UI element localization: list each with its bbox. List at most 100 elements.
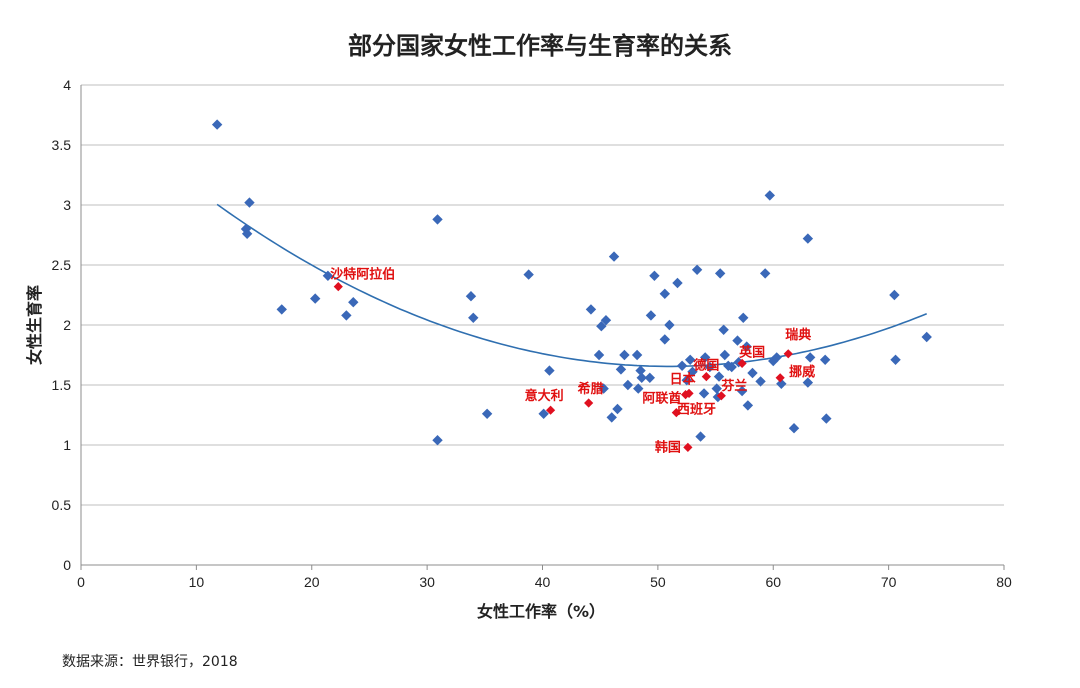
data-point — [776, 378, 787, 389]
highlight-point — [684, 388, 694, 398]
data-point — [921, 331, 932, 343]
axes: 00.511.522.533.540 10 20 30 40 50 60 70 80 — [52, 77, 1012, 590]
y-tick-label: 2 — [63, 317, 71, 333]
data-point — [432, 435, 443, 446]
y-tick-label: 2.5 — [52, 257, 72, 273]
data-point — [432, 214, 443, 225]
country-label: 阿联酋 — [642, 391, 681, 407]
data-point — [681, 375, 692, 386]
x-axis-label: 女性工作率（%） — [477, 602, 605, 621]
y-tick-label: 3 — [63, 197, 71, 213]
data-point — [644, 372, 655, 383]
data-point — [819, 354, 831, 365]
data-point — [598, 383, 609, 394]
data-point — [802, 377, 814, 388]
data-point — [523, 269, 534, 280]
x-tick-label: 60 — [765, 574, 781, 590]
data-point — [890, 354, 901, 365]
x-tick-label: 30 — [419, 574, 435, 590]
data-point — [608, 251, 620, 262]
data-point — [649, 270, 660, 281]
country-label: 瑞典 — [785, 327, 811, 343]
data-point — [713, 371, 725, 382]
x-tick-label: 10 — [189, 574, 205, 590]
y-tick-label: 0.5 — [52, 497, 72, 513]
data-point — [631, 349, 643, 361]
y-tick-label: 1.5 — [52, 377, 72, 393]
highlight-point — [584, 398, 594, 408]
country-label: 挪威 — [789, 364, 815, 380]
data-point — [341, 310, 352, 321]
highlight-point — [701, 372, 711, 382]
data-point — [747, 367, 758, 379]
data-point — [684, 354, 696, 365]
source-note: 数据来源：世界银行，2018 — [62, 654, 238, 670]
data-point — [672, 277, 683, 289]
highlight-point — [671, 408, 681, 418]
y-axis-label: 女性生育率 — [25, 285, 44, 365]
data-point — [741, 341, 752, 352]
highlight-point — [737, 358, 747, 368]
data-point — [481, 408, 493, 419]
data-point — [659, 334, 670, 345]
data-point — [718, 324, 729, 335]
data-point — [606, 412, 617, 423]
data-point — [585, 304, 597, 315]
data-point — [633, 383, 644, 394]
country-label: 沙特阿拉伯 — [330, 267, 395, 283]
trendline — [216, 203, 928, 368]
data-point — [645, 310, 657, 321]
data-point — [889, 289, 900, 301]
chart-title: 部分国家女性工作率与生育率的关系 — [348, 32, 732, 60]
data-point — [659, 288, 670, 299]
data-point — [615, 364, 627, 375]
data-point — [695, 431, 706, 442]
country-label: 德国 — [693, 358, 719, 374]
x-tick-label: 70 — [881, 574, 897, 590]
data-point — [241, 228, 253, 239]
x-tick-label: 80 — [996, 574, 1012, 590]
y-tick-label: 3.5 — [52, 137, 72, 153]
data-point — [755, 376, 766, 387]
y-tick-label: 1 — [63, 437, 71, 453]
y-tick-label: 0 — [63, 557, 71, 573]
data-point — [804, 352, 816, 363]
data-point — [619, 349, 630, 361]
x-tick-label: 0 — [77, 574, 85, 590]
data-point — [636, 372, 647, 383]
highlight-point — [783, 349, 793, 359]
data-point — [711, 383, 722, 394]
data-point — [726, 361, 737, 373]
highlight-point — [680, 390, 691, 400]
data-point — [691, 264, 703, 275]
data-point — [738, 312, 749, 323]
data-point — [676, 360, 688, 371]
data-point — [687, 366, 698, 377]
data-point — [802, 233, 814, 244]
data-point — [788, 423, 800, 434]
highlight-point — [716, 391, 726, 401]
x-tick-label: 40 — [535, 574, 551, 590]
data-point — [699, 352, 711, 363]
country-label: 英国 — [738, 344, 765, 360]
data-point — [600, 315, 612, 326]
data-point — [764, 190, 775, 201]
data-point — [664, 319, 675, 331]
data-point — [310, 293, 321, 304]
country-label: 日本 — [670, 372, 696, 388]
country-label: 西班牙 — [677, 401, 716, 417]
country-label: 希腊 — [578, 381, 604, 397]
data-point — [544, 365, 555, 376]
data-point — [704, 361, 715, 373]
data-point — [322, 270, 334, 281]
data-point — [622, 379, 634, 391]
data-point — [733, 357, 744, 368]
data-points — [211, 119, 932, 446]
data-point — [635, 365, 646, 376]
data-point — [821, 413, 832, 424]
data-point — [538, 408, 549, 419]
data-point — [736, 385, 748, 397]
data-point — [719, 349, 730, 361]
